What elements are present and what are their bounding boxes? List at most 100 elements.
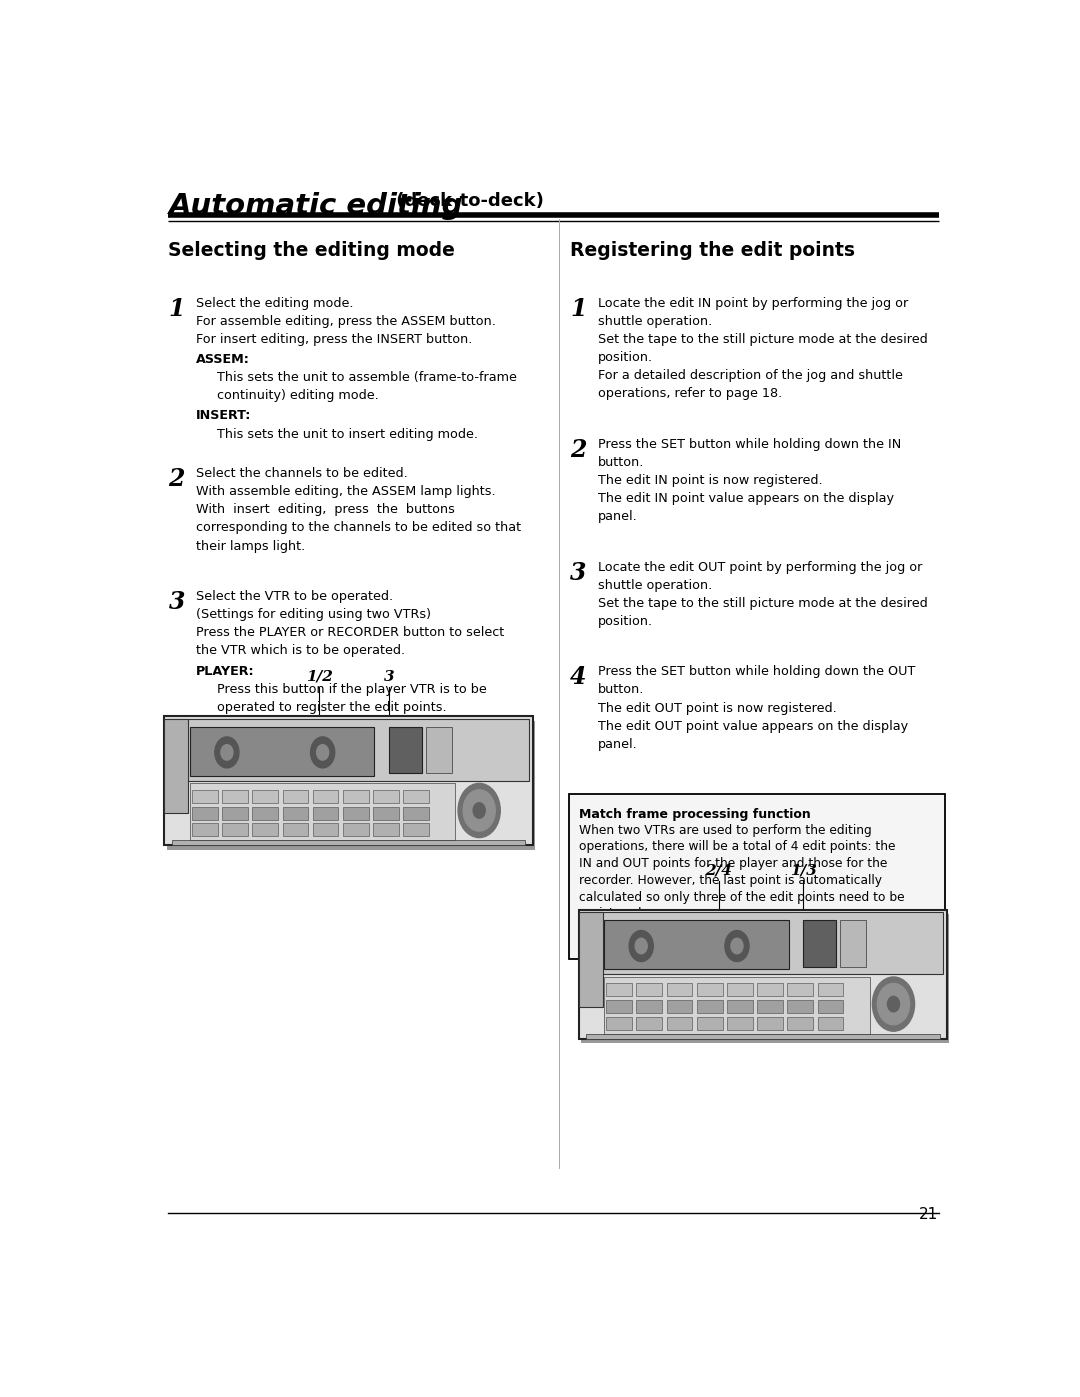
Text: panel.: panel. [598, 510, 637, 522]
Bar [818, 1017, 843, 1030]
Text: Press the SET button while holding down the IN: Press the SET button while holding down … [598, 437, 901, 451]
Text: 21: 21 [919, 1207, 939, 1222]
Text: Locate the edit IN point by performing the jog or: Locate the edit IN point by performing t… [598, 296, 908, 310]
Text: For a detailed description of the jog and shuttle: For a detailed description of the jog an… [598, 369, 903, 381]
Text: For insert editing, press the INSERT button.: For insert editing, press the INSERT but… [197, 332, 472, 346]
Bar [787, 983, 813, 996]
Bar [727, 1000, 753, 1013]
Circle shape [877, 983, 909, 1025]
Bar [579, 912, 603, 1007]
Bar [787, 1017, 813, 1030]
Bar [389, 726, 422, 773]
Text: (deck-to-deck): (deck-to-deck) [390, 193, 544, 211]
Circle shape [463, 789, 496, 831]
Text: is to be operated to register the edit points.: is to be operated to register the edit p… [217, 757, 498, 770]
Text: button.: button. [598, 455, 645, 469]
Text: 2: 2 [168, 467, 185, 492]
Text: RECORDER:: RECORDER: [197, 721, 279, 733]
Bar [727, 1017, 753, 1030]
Text: button.: button. [598, 683, 645, 697]
Bar [818, 983, 843, 996]
Text: continuity) editing mode.: continuity) editing mode. [217, 390, 379, 402]
Circle shape [316, 745, 328, 760]
Text: This sets the unit to assemble (frame-to-frame: This sets the unit to assemble (frame-to… [217, 372, 517, 384]
Bar [606, 1000, 632, 1013]
Text: Press the PLAYER or RECORDER button to select: Press the PLAYER or RECORDER button to s… [197, 626, 504, 640]
Circle shape [630, 930, 653, 961]
Text: Select the VTR to be operated.: Select the VTR to be operated. [197, 590, 393, 604]
Text: 1/3: 1/3 [789, 863, 816, 877]
Text: IN and OUT points for the player and those for the: IN and OUT points for the player and tho… [580, 858, 888, 870]
Bar [283, 823, 308, 837]
Bar [606, 1017, 632, 1030]
Bar [426, 726, 451, 773]
Bar [636, 983, 662, 996]
Text: 1: 1 [570, 296, 586, 321]
Bar [840, 921, 866, 967]
Bar [636, 1000, 662, 1013]
Text: Set the tape to the still picture mode at the desired: Set the tape to the still picture mode a… [598, 597, 928, 609]
Bar [757, 1000, 783, 1013]
Text: With assemble editing, the ASSEM lamp lights.: With assemble editing, the ASSEM lamp li… [197, 485, 496, 499]
Bar [313, 806, 338, 820]
Bar [373, 806, 399, 820]
Text: 3: 3 [570, 560, 586, 584]
Bar [757, 1017, 783, 1030]
Bar [192, 789, 218, 803]
Bar [787, 1000, 813, 1013]
Circle shape [873, 977, 915, 1031]
Text: position.: position. [598, 351, 653, 365]
Text: This sets the unit to insert editing mode.: This sets the unit to insert editing mod… [217, 427, 478, 440]
Text: Registering the edit points: Registering the edit points [570, 240, 855, 260]
Text: 4: 4 [570, 665, 586, 689]
Text: Select the editing mode.: Select the editing mode. [197, 296, 353, 310]
Bar [581, 914, 949, 1044]
Text: (Settings for editing using two VTRs): (Settings for editing using two VTRs) [197, 608, 431, 622]
Bar [666, 983, 692, 996]
Text: PLAYER:: PLAYER: [197, 665, 255, 678]
Bar [579, 909, 947, 1039]
Circle shape [888, 996, 900, 1011]
Bar [222, 806, 248, 820]
Bar [582, 912, 943, 975]
Bar [636, 1017, 662, 1030]
Bar [403, 789, 429, 803]
Text: Press this button if the recorder VTR (this unit): Press this button if the recorder VTR (t… [217, 739, 515, 752]
Bar [727, 983, 753, 996]
Text: shuttle operation.: shuttle operation. [598, 314, 712, 328]
Text: ASSEM:: ASSEM: [197, 353, 249, 366]
Text: Automatic editing: Automatic editing [168, 193, 463, 221]
Circle shape [311, 736, 335, 768]
Bar [222, 789, 248, 803]
Text: Selecting the editing mode: Selecting the editing mode [168, 240, 456, 260]
Text: operations, there will be a total of 4 edit points: the: operations, there will be a total of 4 e… [580, 841, 896, 854]
Text: The edit IN point value appears on the display: The edit IN point value appears on the d… [598, 492, 894, 504]
Bar [343, 823, 368, 837]
Text: 3: 3 [383, 671, 394, 685]
Circle shape [731, 939, 743, 954]
Bar [697, 983, 723, 996]
Bar [253, 789, 278, 803]
Bar [253, 823, 278, 837]
Text: Press this button if the player VTR is to be: Press this button if the player VTR is t… [217, 683, 487, 696]
Bar [190, 726, 374, 775]
Bar [313, 823, 338, 837]
Bar [403, 823, 429, 837]
Bar [697, 1000, 723, 1013]
Text: The edit OUT point is now registered.: The edit OUT point is now registered. [598, 701, 837, 714]
Bar [343, 806, 368, 820]
Circle shape [473, 803, 485, 819]
Circle shape [215, 736, 239, 768]
Text: 1/2: 1/2 [306, 671, 333, 685]
Text: panel.: panel. [598, 738, 637, 750]
Circle shape [221, 745, 233, 760]
Bar [192, 806, 218, 820]
Text: Match frame processing function: Match frame processing function [580, 807, 811, 820]
Text: Set the tape to the still picture mode at the desired: Set the tape to the still picture mode a… [598, 332, 928, 346]
Text: For assemble editing, press the ASSEM button.: For assemble editing, press the ASSEM bu… [197, 314, 496, 328]
Bar [373, 789, 399, 803]
Bar [164, 719, 188, 813]
Bar [192, 823, 218, 837]
Bar [222, 823, 248, 837]
Circle shape [458, 784, 500, 838]
